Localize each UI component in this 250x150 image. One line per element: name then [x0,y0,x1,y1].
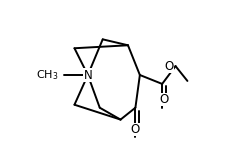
Text: CH$_3$: CH$_3$ [36,68,58,82]
Text: O: O [131,123,140,136]
Text: N: N [84,69,92,81]
Text: O: O [159,93,168,106]
Text: O: O [165,60,174,73]
